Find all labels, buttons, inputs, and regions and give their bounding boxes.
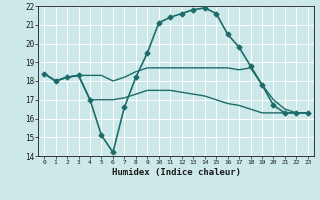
X-axis label: Humidex (Indice chaleur): Humidex (Indice chaleur) bbox=[111, 168, 241, 177]
